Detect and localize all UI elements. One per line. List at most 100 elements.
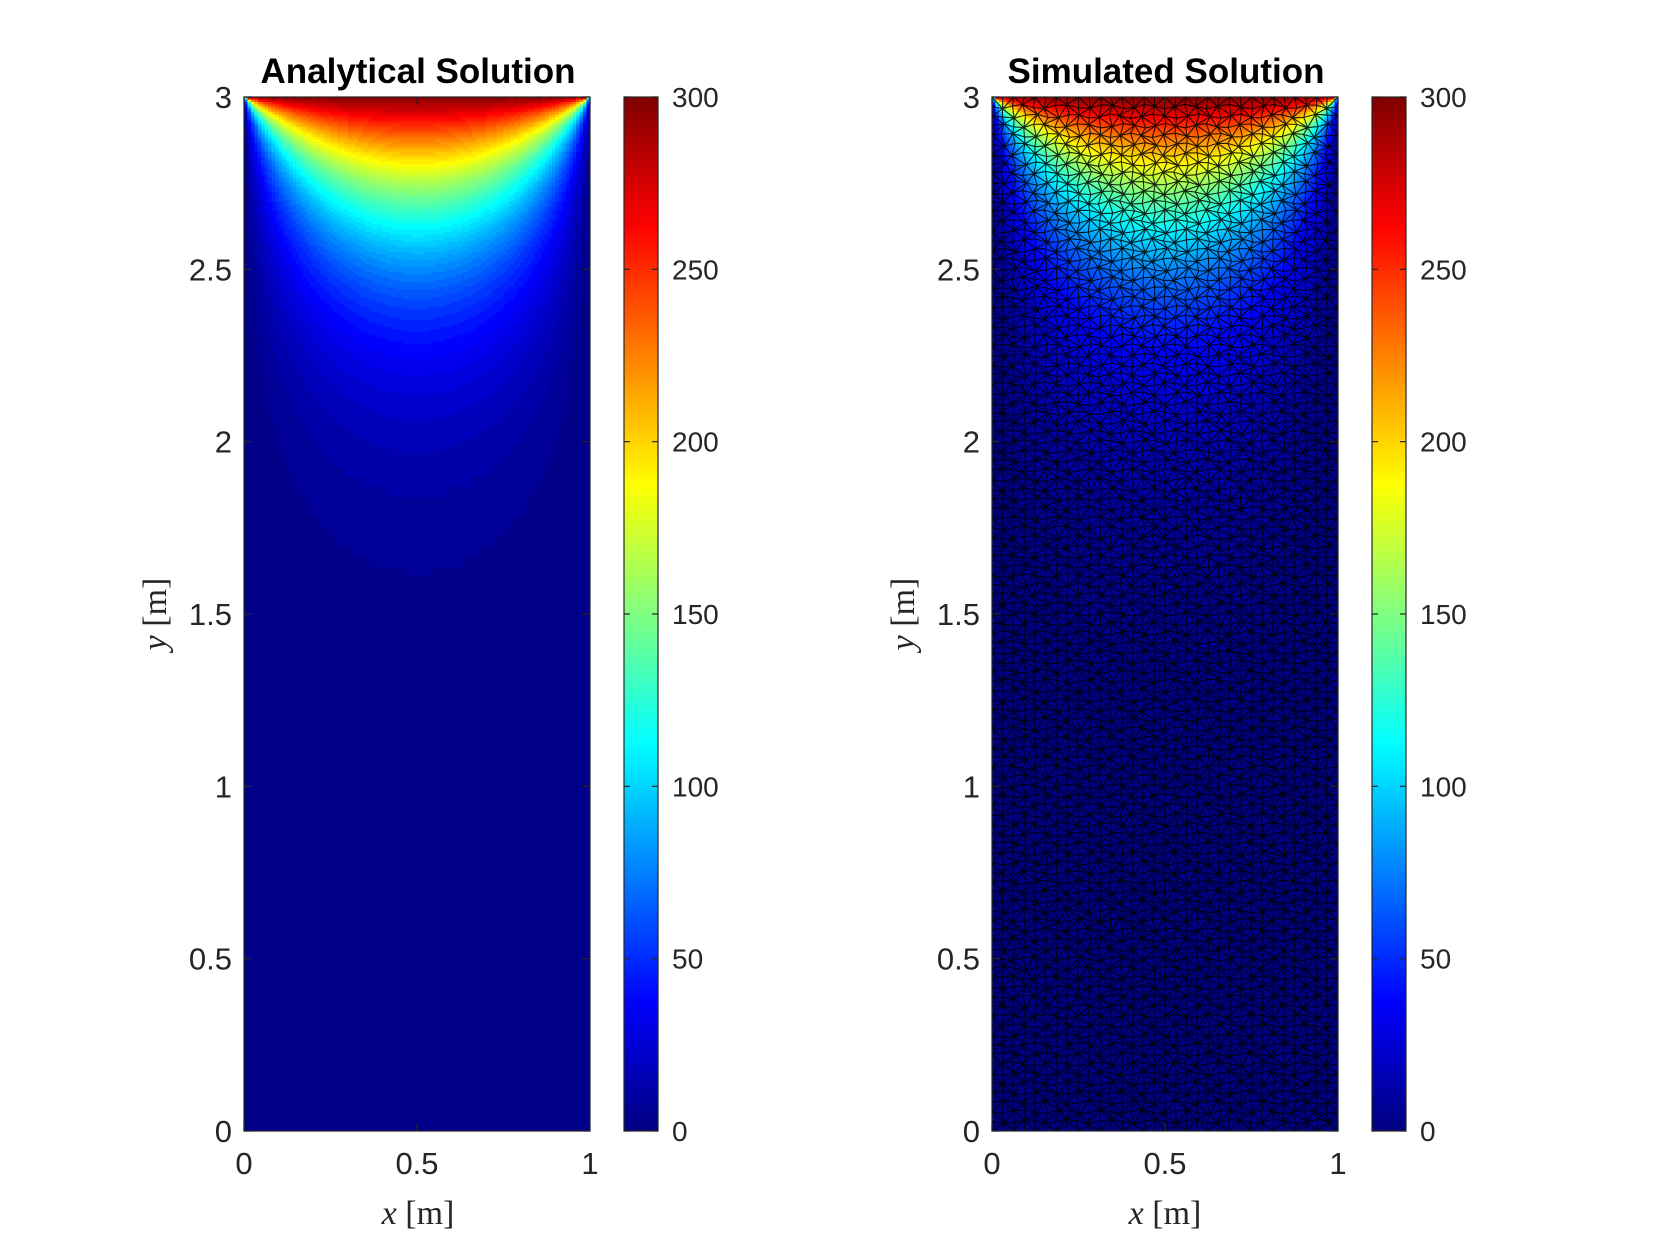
field-cell (489, 129, 494, 133)
field-cell (257, 117, 262, 121)
field-cell (545, 127, 550, 131)
field-cell (392, 114, 397, 118)
field-cell (538, 107, 543, 111)
field-cell (344, 97, 349, 101)
field-cell (320, 124, 325, 128)
field-cell (361, 137, 366, 141)
field-cell (306, 99, 311, 103)
field-cell (590, 110, 594, 113)
field-cell (337, 142, 342, 146)
field-cell (375, 122, 380, 126)
field-cell (572, 127, 577, 131)
field-cell (510, 129, 515, 133)
field-cell (278, 137, 283, 141)
field-cell (555, 102, 560, 106)
field-cell (313, 112, 318, 116)
field-cell (486, 107, 491, 111)
field-cell (275, 144, 280, 148)
field-cell (410, 97, 415, 101)
field-cell (590, 195, 594, 198)
field-cell (434, 119, 439, 123)
field-cell (500, 129, 505, 133)
field-cell (569, 107, 574, 111)
field-cell (510, 99, 515, 103)
field-cell (420, 109, 425, 113)
field-cell (475, 119, 480, 123)
field-cell (486, 102, 491, 106)
field-cell (427, 114, 432, 118)
field-cell (565, 129, 570, 133)
field-cell (382, 142, 387, 146)
field-cell (275, 134, 280, 138)
field-cell (403, 112, 408, 116)
field-cell (372, 107, 377, 111)
field-cell (423, 119, 428, 123)
field-cell (264, 97, 269, 101)
field-cell (441, 137, 446, 141)
field-cell (520, 142, 525, 146)
field-cell (444, 107, 449, 111)
field-cell (254, 112, 259, 116)
field-cell (590, 165, 594, 168)
field-cell (340, 99, 345, 103)
field-cell (347, 109, 352, 113)
field-cell (382, 129, 387, 133)
field-cell (420, 129, 425, 133)
field-cell (534, 127, 539, 131)
field-cell (486, 137, 491, 141)
field-cell (565, 107, 570, 111)
field-cell (461, 109, 467, 113)
field-cell (347, 119, 352, 123)
field-cell (365, 97, 370, 101)
field-cell (545, 139, 550, 143)
field-cell (527, 119, 532, 123)
field-cell (489, 99, 494, 103)
field-cell (271, 139, 276, 143)
field-cell (590, 205, 594, 208)
field-cell (389, 127, 394, 131)
field-cell (562, 134, 567, 138)
field-cell (500, 117, 505, 121)
field-cell (545, 104, 550, 108)
field-cell (385, 137, 390, 141)
field-cell (361, 114, 366, 118)
field-cell (548, 132, 553, 136)
field-cell (427, 139, 432, 143)
field-cell (468, 102, 473, 106)
field-cell (261, 117, 266, 121)
field-cell (250, 139, 255, 143)
field-cell (590, 212, 594, 215)
field-cell (309, 132, 314, 136)
field-cell (410, 107, 415, 111)
field-cell (323, 112, 328, 116)
field-cell (500, 132, 505, 136)
field-cell (475, 132, 480, 136)
field-cell (410, 124, 415, 128)
field-cell (368, 102, 373, 106)
field-cell (510, 112, 515, 116)
field-cell (417, 119, 422, 123)
field-cell (548, 109, 553, 113)
field-cell (541, 117, 546, 121)
field-cell (455, 102, 460, 106)
field-cell (555, 122, 560, 126)
field-cell (309, 109, 314, 113)
field-cell (278, 109, 283, 113)
field-cell (455, 112, 460, 116)
field-cell (506, 132, 512, 136)
field-cell (399, 122, 404, 126)
field-cell (448, 114, 453, 118)
field-cell (465, 107, 470, 111)
field-cell (247, 107, 252, 111)
field-cell (392, 134, 397, 138)
field-cell (375, 139, 380, 143)
field-cell (500, 134, 505, 138)
field-cell (392, 97, 397, 101)
field-cell (389, 132, 394, 136)
field-cell (506, 142, 512, 146)
field-cell (275, 107, 280, 111)
field-cell (292, 124, 297, 128)
field-cell (423, 117, 428, 121)
field-cell (531, 139, 536, 143)
field-cell (548, 117, 553, 121)
